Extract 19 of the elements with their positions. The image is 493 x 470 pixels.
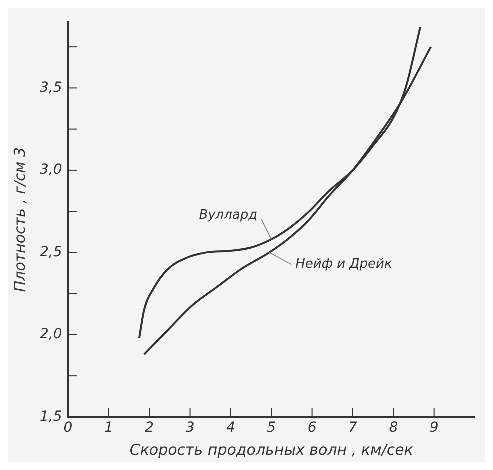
y-tick-label: 3,0 — [40, 162, 62, 178]
x-tick-label: 8 — [389, 420, 398, 436]
x-tick-label: 6 — [308, 420, 317, 436]
x-tick-label: 3 — [186, 420, 195, 436]
x-tick-label: 1 — [104, 420, 114, 436]
x-tick-label: 5 — [267, 420, 276, 436]
x-tick-label: 7 — [348, 420, 358, 436]
x-tick-label: 9 — [430, 420, 439, 436]
y-tick-label: 3,5 — [40, 80, 62, 96]
x-tick-label: 4 — [226, 420, 236, 436]
x-tick-label: 0 — [64, 420, 73, 436]
y-tick-label: 2,0 — [40, 326, 62, 343]
y-axis-title: Плотность , г/см 3 — [10, 147, 29, 292]
x-tick-label: 2 — [145, 420, 154, 436]
y-tick-label: 2,5 — [40, 244, 62, 260]
series-label: Нейф и Дрейк — [296, 257, 393, 272]
series-label: Вуллард — [199, 208, 258, 223]
x-axis-title: Скорость продольных волн , км/сек — [130, 440, 414, 459]
y-tick-label: 1,5 — [40, 408, 62, 425]
